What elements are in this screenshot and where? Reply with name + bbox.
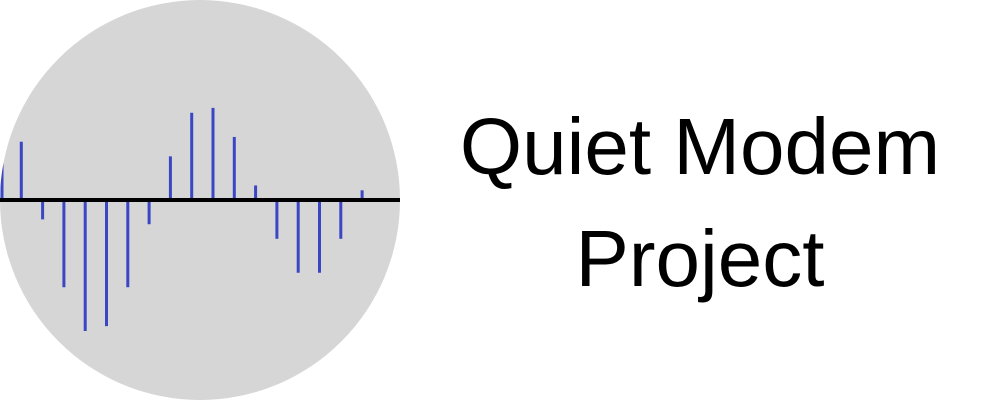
signal-bars <box>0 103 364 331</box>
wordmark-line-2: Project <box>575 213 825 303</box>
wordmark-line-1: Quiet Modem <box>459 101 941 191</box>
wordmark: Quiet Modem Project <box>400 0 1000 400</box>
waveform-signal-icon <box>0 0 400 400</box>
